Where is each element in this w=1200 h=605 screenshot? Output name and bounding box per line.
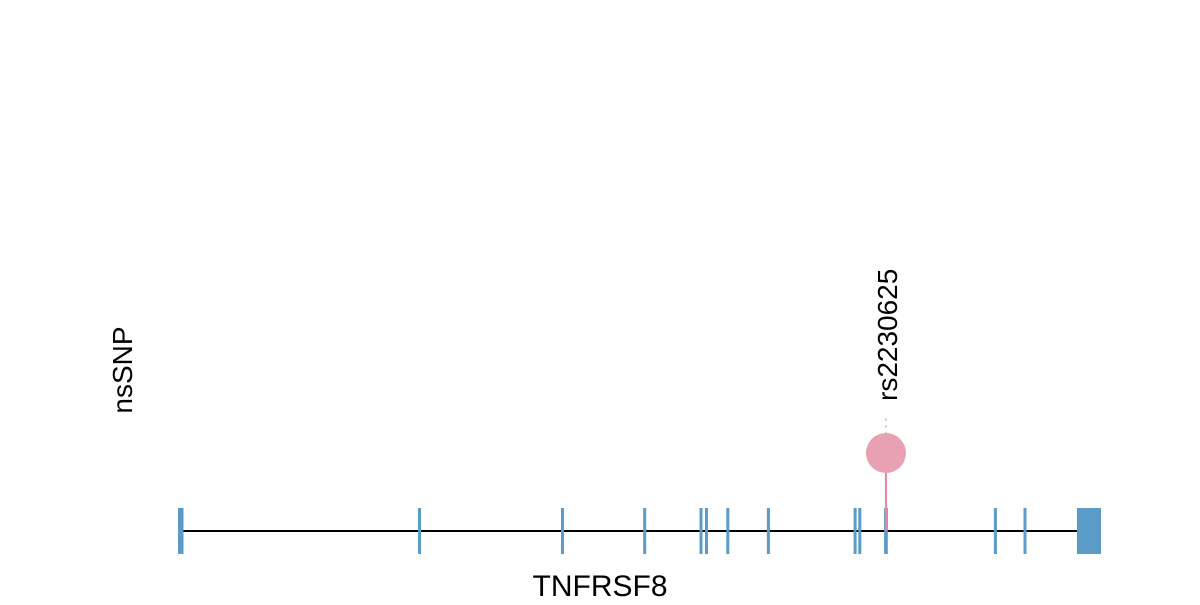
exon-10 xyxy=(858,508,862,554)
exon-4 xyxy=(643,508,647,554)
gene-name-label: TNFRSF8 xyxy=(533,570,668,600)
variant-marker[interactable] xyxy=(865,433,906,473)
exon-14 xyxy=(1077,508,1101,554)
exon-1 xyxy=(178,508,184,554)
exon-2 xyxy=(418,508,421,554)
variant-id-label: rs2230625 xyxy=(872,269,903,401)
variant-group: rs2230625 xyxy=(865,269,906,531)
track-label: nsSNP xyxy=(107,326,138,413)
exon-8 xyxy=(766,508,770,554)
exon-5 xyxy=(699,508,703,554)
exon-12 xyxy=(993,508,997,554)
exon-3 xyxy=(561,508,564,554)
exon-9 xyxy=(853,508,857,554)
exon-7 xyxy=(726,508,730,554)
exon-6 xyxy=(705,508,708,554)
exon-13 xyxy=(1023,508,1027,554)
